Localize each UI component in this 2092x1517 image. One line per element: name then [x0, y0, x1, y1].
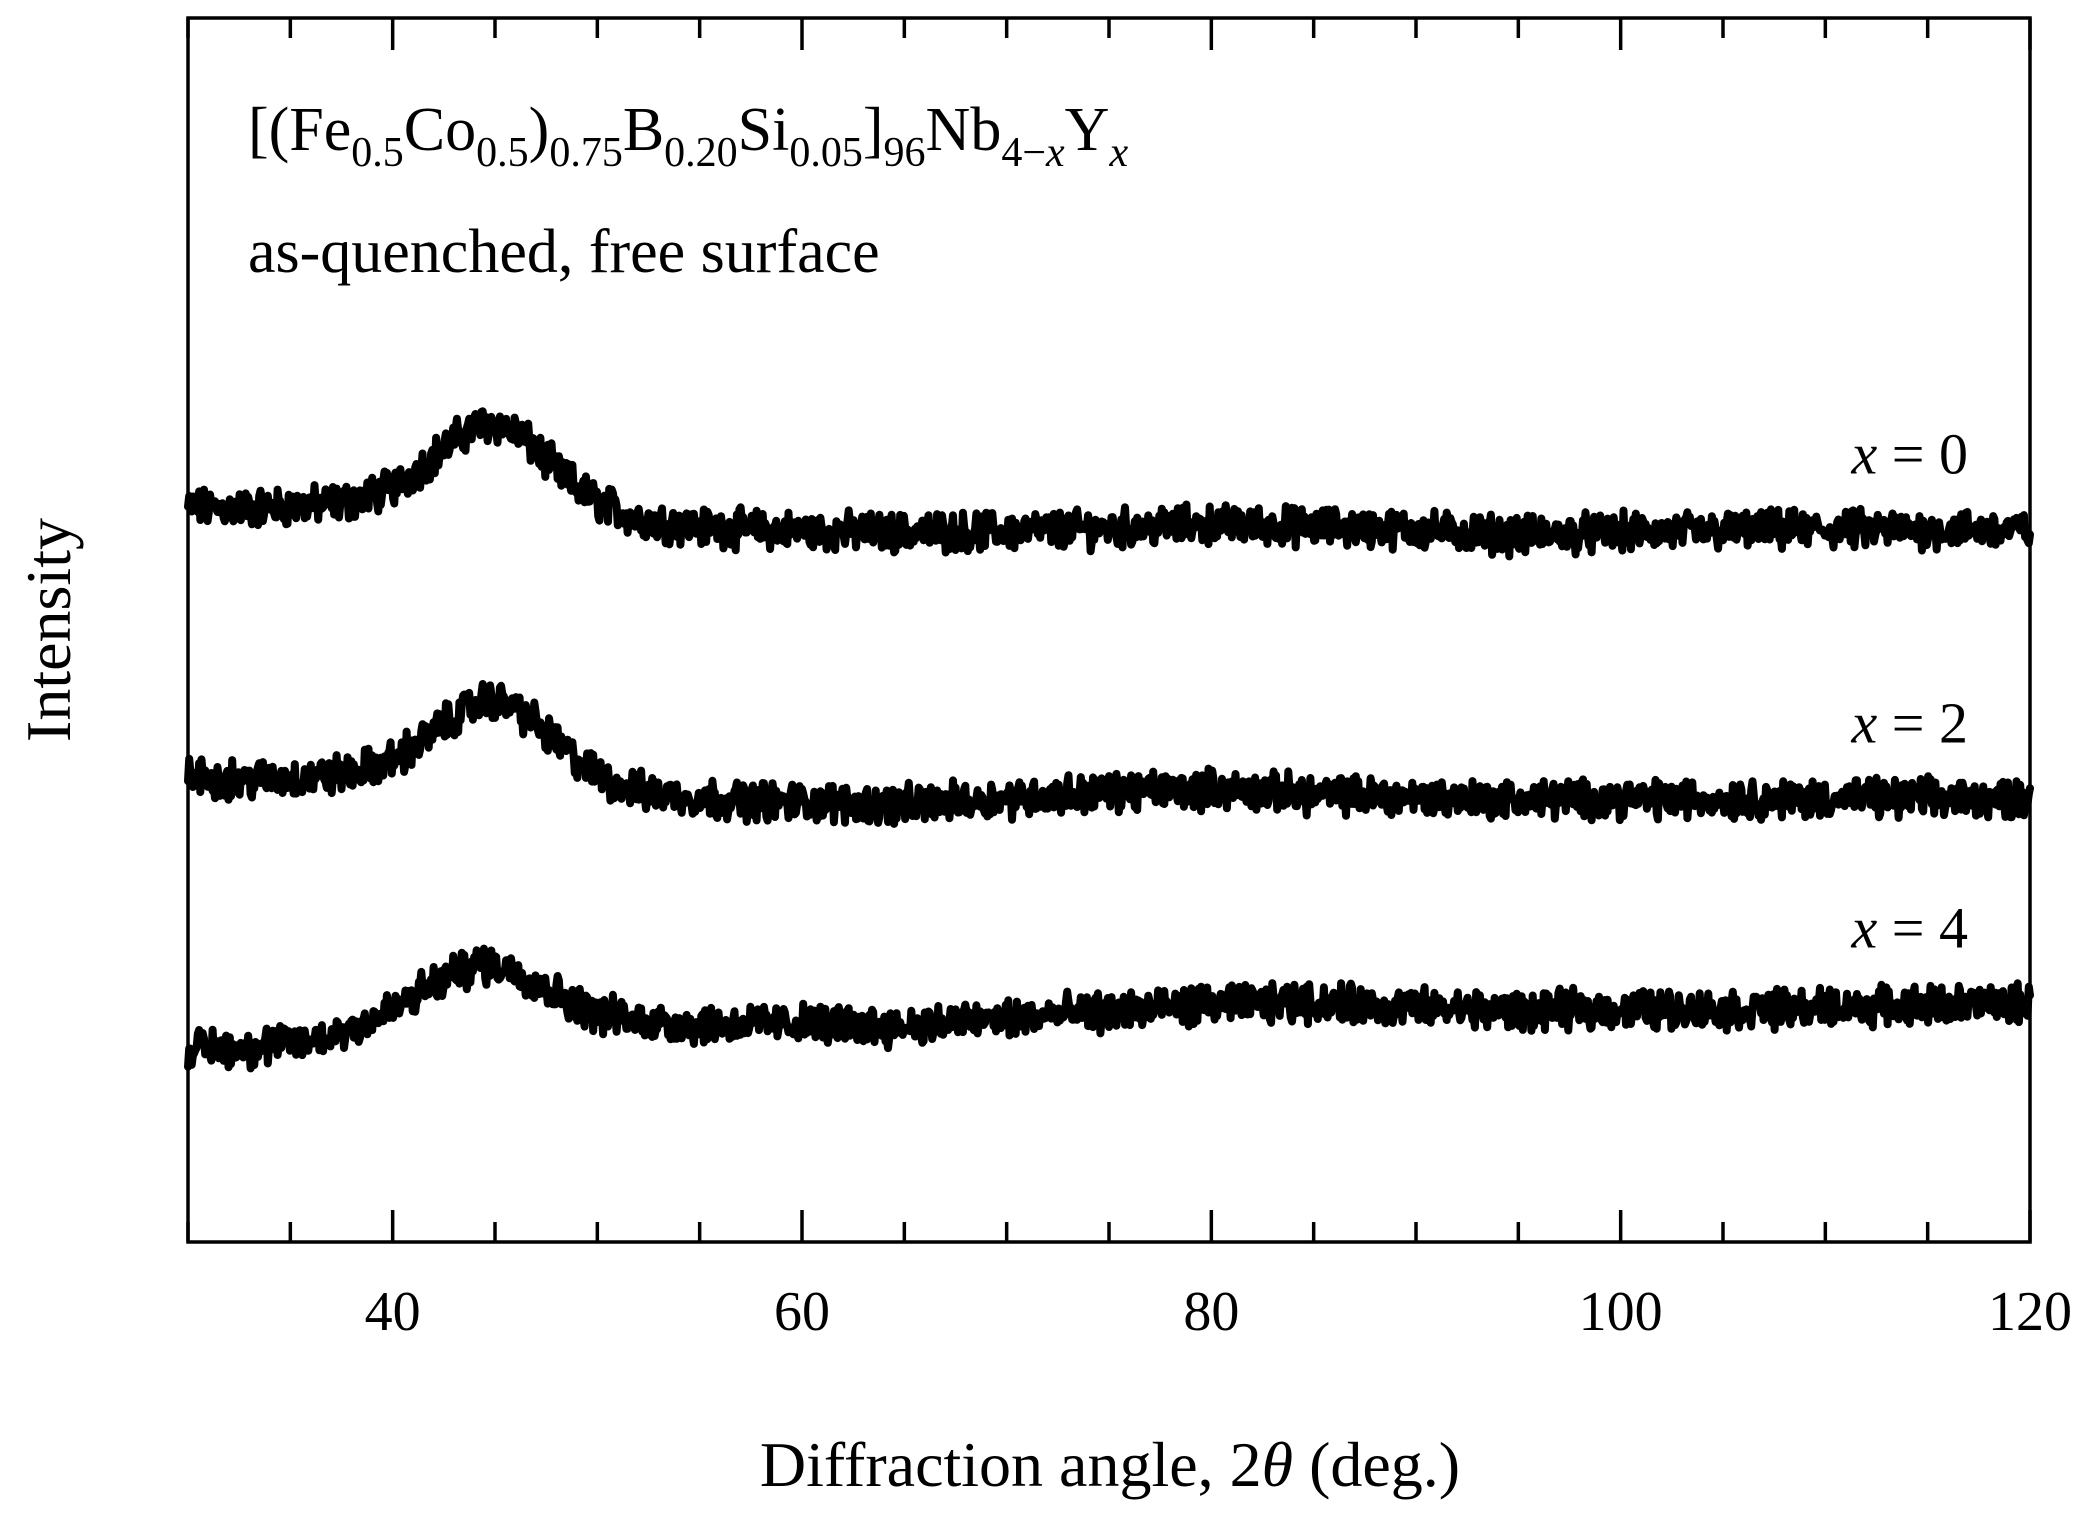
x-axis-tick-labels: 40 60 80 100 120 [365, 1281, 2072, 1343]
formula-part-6: B [623, 96, 664, 164]
formula-part-14: x [1045, 130, 1065, 176]
x-axis-ticks [186, 18, 2032, 1242]
y-axis-label: Intensity [13, 518, 84, 742]
x-axis-label-prefix: Diffraction angle, 2 [760, 1429, 1262, 1500]
series-label-var: x [1851, 690, 1878, 755]
series-traces [184, 407, 2034, 1073]
sample-condition: as-quenched, free surface [248, 218, 880, 286]
formula-part-13: 4− [1001, 130, 1046, 176]
x-tick-label-60: 60 [774, 1281, 830, 1343]
series-label-var: x [1851, 422, 1878, 487]
series-labels: x = 0x = 2x = 4 [1851, 422, 1968, 961]
formula-part-10: ] [863, 96, 884, 164]
formula-part-15: Y [1065, 96, 1110, 164]
formula-part-2: Co [404, 96, 476, 164]
formula-part-0: [(Fe [248, 96, 351, 164]
formula-part-8: Si [738, 96, 790, 164]
formula-part-16: x [1108, 130, 1128, 176]
x-axis-label-symbol: θ [1262, 1429, 1293, 1500]
formula-part-4: ) [529, 96, 550, 164]
formula-part-12: Nb [926, 96, 1002, 164]
series-label-value: = 0 [1877, 422, 1968, 487]
series-label-0: x = 0 [1851, 422, 1968, 487]
series-trace-0 [184, 407, 2034, 561]
x-axis-label: Diffraction angle, 2θ (deg.) [760, 1429, 1460, 1500]
series-trace-1 [184, 680, 2034, 828]
x-tick-label-100: 100 [1579, 1281, 1663, 1343]
series-label-1: x = 2 [1851, 690, 1968, 755]
formula-part-7: 0.20 [664, 130, 738, 176]
series-label-var: x [1851, 896, 1878, 961]
series-label-value: = 4 [1877, 896, 1968, 961]
composition-formula: [(Fe0.5Co0.5)0.75B0.20Si0.05]96Nb4−xYx [248, 96, 1128, 176]
x-tick-label-80: 80 [1183, 1281, 1239, 1343]
x-tick-label-40: 40 [365, 1281, 421, 1343]
formula-part-5: 0.75 [549, 130, 623, 176]
formula-part-1: 0.5 [351, 130, 404, 176]
formula-part-3: 0.5 [476, 130, 529, 176]
formula-part-11: 96 [884, 130, 926, 176]
x-axis-label-suffix: (deg.) [1293, 1429, 1460, 1500]
series-label-2: x = 4 [1851, 896, 1968, 961]
series-trace-2 [184, 944, 2034, 1073]
formula-part-9: 0.05 [789, 130, 863, 176]
series-label-value: = 2 [1877, 690, 1968, 755]
x-tick-label-120: 120 [1988, 1281, 2072, 1343]
